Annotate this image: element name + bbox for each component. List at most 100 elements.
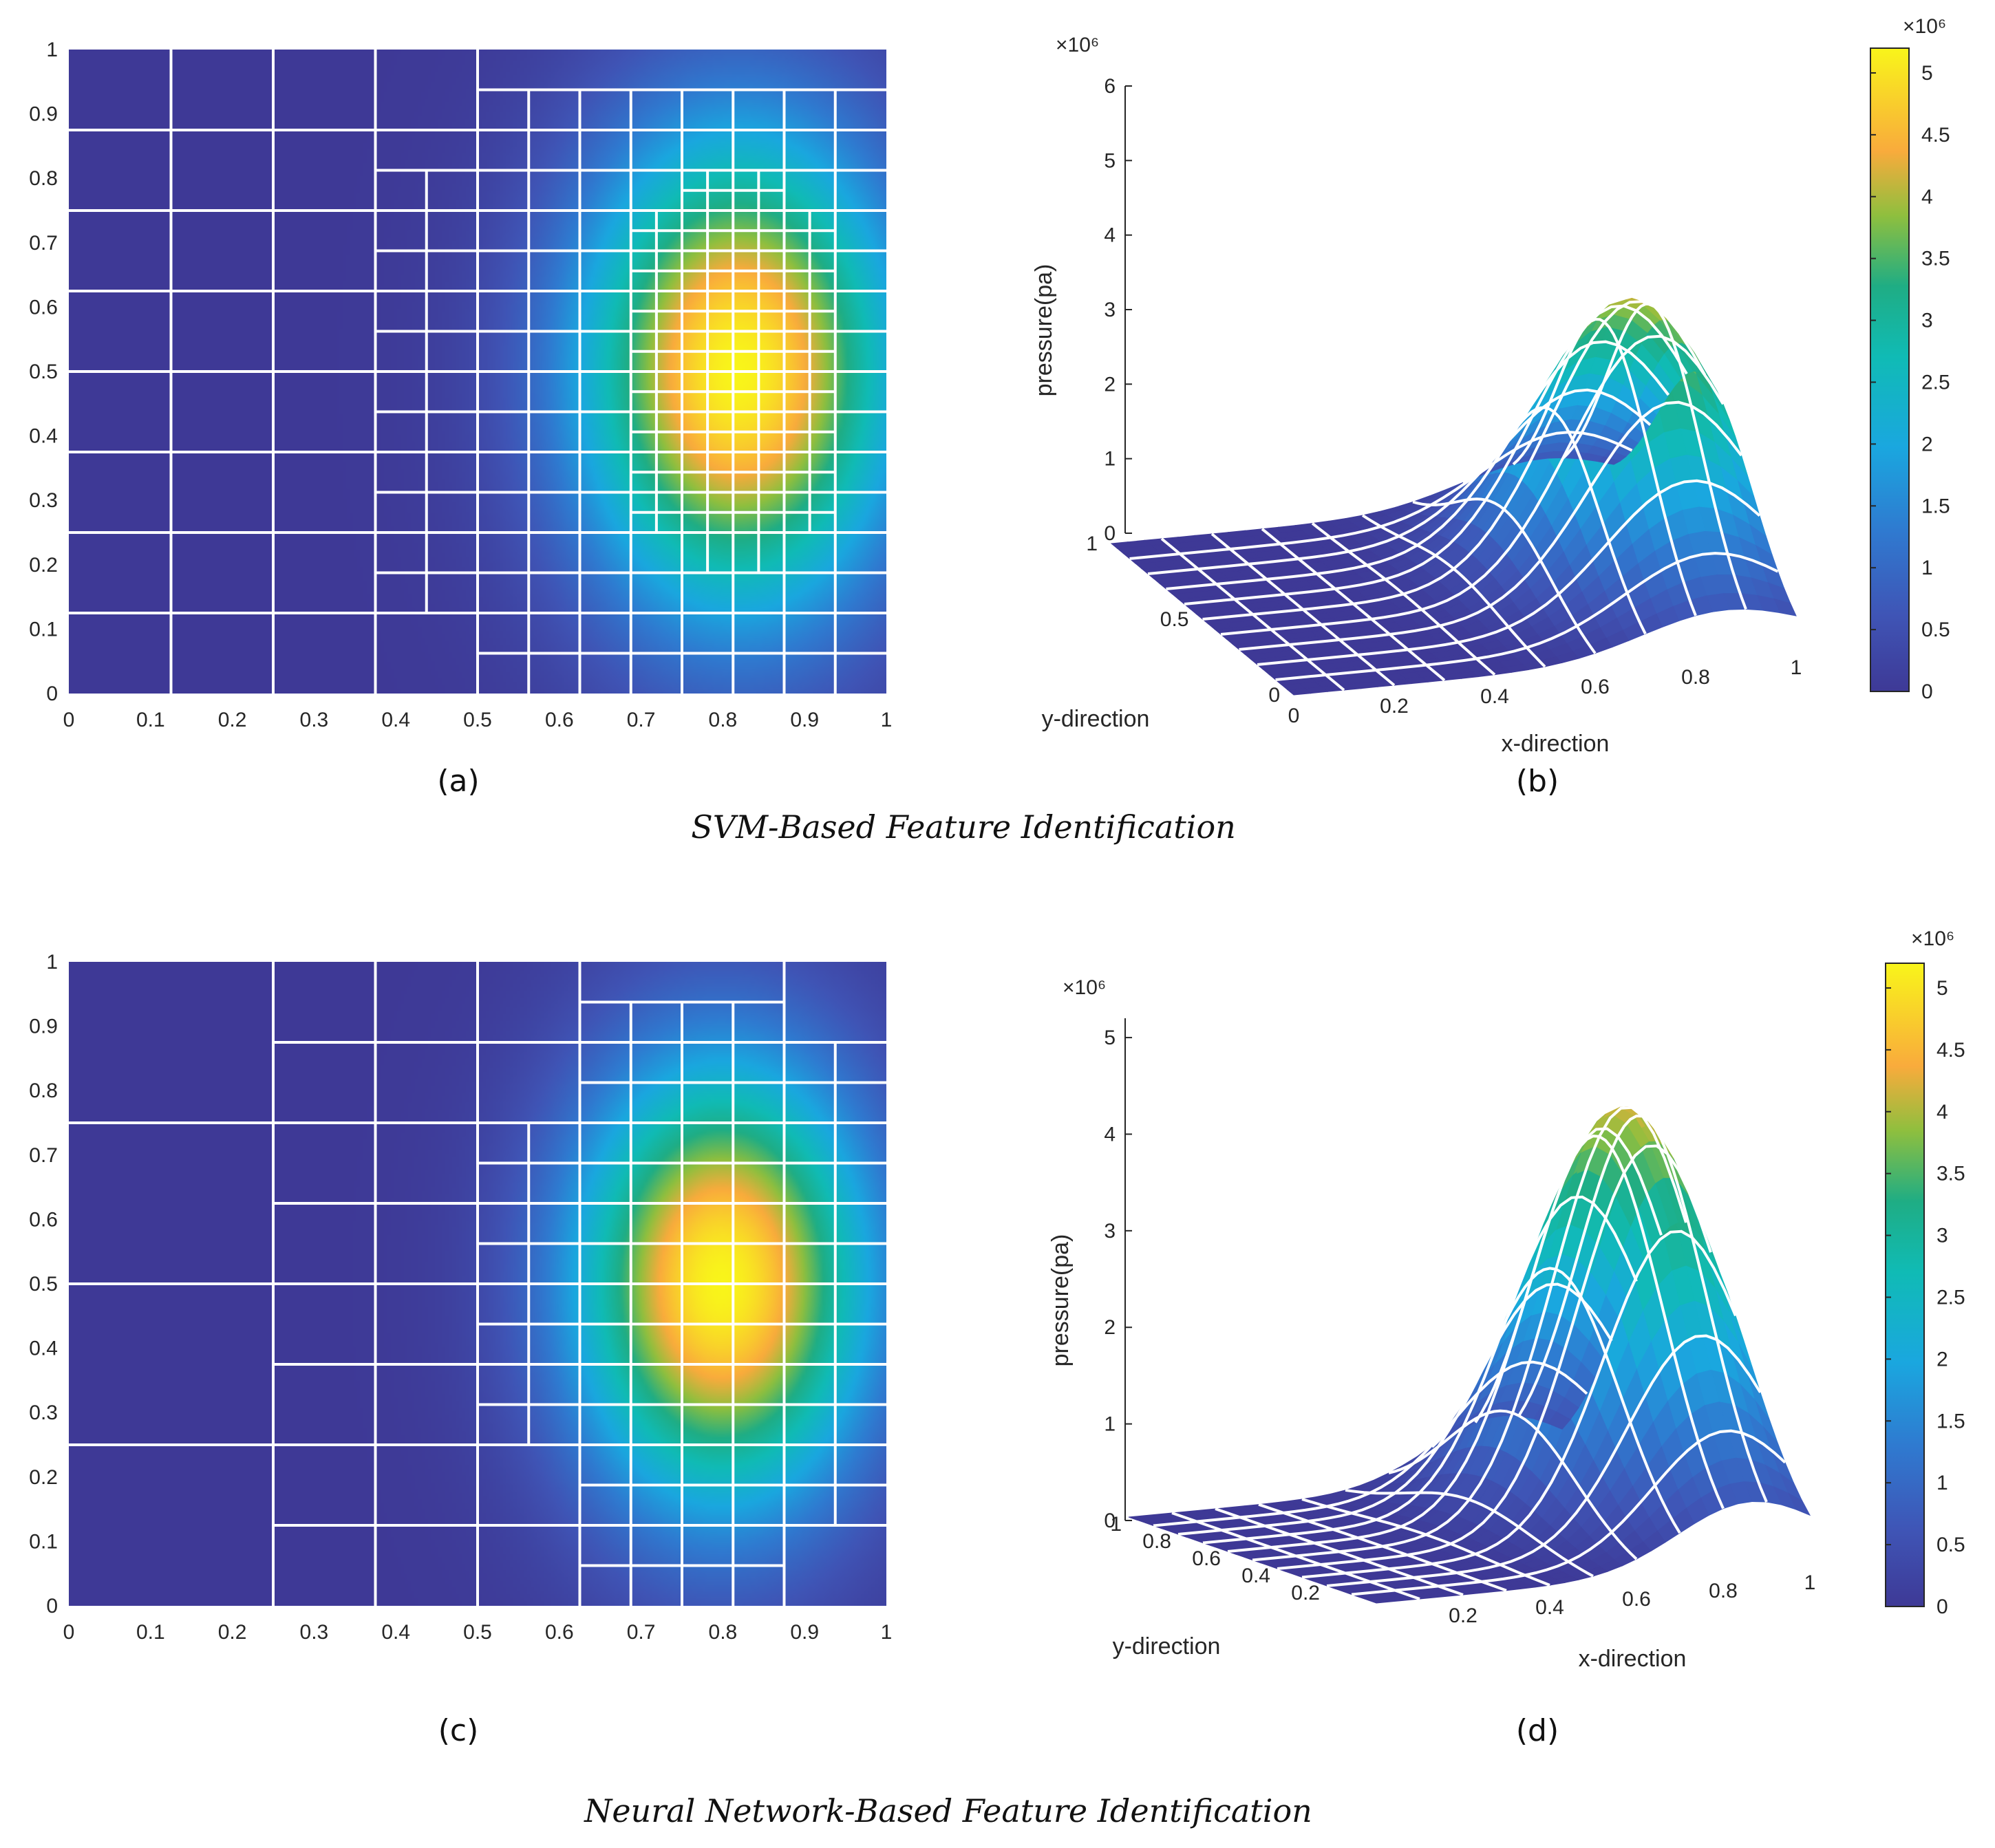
x-tick-label: 0.7 [627,709,656,731]
colorbar-tick-label: 4 [1937,1101,1948,1124]
surface-mesh-line [1147,388,1652,575]
panel-label-d: (d) [1516,1713,1559,1748]
y-tick-label: 0.2 [29,1466,58,1489]
surface-mesh-line [1202,1195,1638,1545]
surface-mesh-line [1153,1360,1588,1527]
xlabel-d: x-direction [1579,1646,1687,1672]
surface-mesh-line [1412,497,1597,654]
colorbar-tick-label: 1.5 [1921,495,1950,517]
x-tick-label: 0.8 [709,1621,738,1644]
surface-mesh-line [1129,431,1633,560]
panel-label-a: (a) [437,764,479,799]
colorbar-tick-label: 5 [1921,62,1933,85]
z-tick-label: 3 [1104,1220,1116,1243]
x-tick-label: 0.4 [1480,685,1509,708]
x-tick-label: 0.2 [1449,1604,1477,1627]
y-tick-label: 1 [46,39,58,61]
colorbar-tick-label: 2.5 [1921,371,1950,394]
colorbar-tick-label: 3.5 [1937,1163,1965,1185]
zlabel-d: pressure(pa) [1047,1234,1074,1367]
colorbar-tick-label: 2 [1921,433,1933,455]
mesh-grid-a [69,50,886,694]
z-tick-label: 4 [1104,1123,1116,1146]
y-tick-label: 0 [46,1595,58,1618]
x-tick-label: 0.3 [300,709,329,731]
y-tick-label: 0.2 [29,554,58,577]
z-tick-label: 6 [1104,75,1116,98]
x-tick-label: 0.9 [790,709,819,731]
zlabel-b: pressure(pa) [1031,264,1057,397]
colorbar-b: 0 0.5 1 1.5 2 2.5 3 3.5 4 4.5 5 [1870,47,1950,703]
colorbar-tick-label: 3.5 [1921,248,1950,270]
colorbar-tick-label: 1.5 [1937,1410,1965,1432]
cb-exponent-b: ×10⁶ [1903,15,1946,38]
z-tick-label: 2 [1104,373,1116,396]
colorbar-gradient [1885,963,1925,1607]
surface-mesh-line [1388,1409,1638,1560]
colorbar-tick-label: 0 [1937,1595,1948,1618]
z-tick-label: 5 [1104,1027,1116,1049]
y-tick-label: 0.7 [29,232,58,255]
x-tick-label: 0 [63,1621,75,1644]
surface-d [1128,1106,1811,1604]
colorbar-d: 0 0.5 1 1.5 2 2.5 3 3.5 4 4.5 5 [1885,963,1965,1618]
y-tick-label: 0.3 [29,489,58,512]
ylabel-b: y-direction [1042,706,1150,732]
y-tick-label: 1 [1086,533,1098,555]
mesh-grid-c [69,962,886,1606]
colorbar-tick-label: 4.5 [1921,124,1950,147]
colorbar-tick-label: 2 [1937,1348,1948,1371]
ylabel-d: y-direction [1113,1633,1221,1659]
z-tick-label: 5 [1104,149,1116,172]
x-tick-label: 0.4 [381,1621,410,1644]
y-tick-label: 0.8 [29,167,58,190]
surface-mesh-line [1166,340,1670,590]
panel-c-heatmap: 0 0.1 0.2 0.3 0.4 0.5 0.6 0.7 0.8 0.9 1 0 0.1 0.2 0.3 0… [29,951,892,1748]
surface-b [1110,297,1797,696]
surface-mesh-line [1562,302,1747,610]
z-exponent-d: ×10⁶ [1063,976,1106,999]
x-tick-label: 0.3 [300,1621,329,1644]
caption-top: SVM-Based Feature Identification [691,808,1236,846]
y-tick-label: 0.3 [29,1401,58,1424]
z-tick-label: 1 [1104,448,1116,471]
y-tick-label: 0.1 [29,1530,58,1553]
y-tick-label: 0.9 [29,103,58,126]
x-tick-label: 0.9 [790,1621,819,1644]
surface-mesh-line [1227,1127,1663,1553]
y-tick-label: 0.1 [29,618,58,641]
colorbar-tick-label: 4.5 [1937,1039,1965,1062]
surface-mesh-line [1184,304,1688,605]
xlabel-b: x-direction [1502,731,1610,757]
z-tick-label: 1 [1104,1413,1116,1436]
x-tick-label: 0.4 [1535,1596,1564,1619]
colorbar-tick-label: 1 [1937,1472,1948,1494]
x-tick-label: 0.6 [1622,1588,1651,1611]
z-tick-label: 2 [1104,1316,1116,1339]
x-tick-label: 0.8 [709,709,738,731]
x-tick-label: 0.6 [545,709,574,731]
colorbar-tick-label: 3 [1937,1225,1948,1247]
y-tick-label: 0.7 [29,1144,58,1167]
x-tick-label: 0.1 [136,1621,165,1644]
colorbar-tick-label: 2.5 [1937,1286,1965,1309]
panel-a-heatmap: 0 0.1 0.2 0.3 0.4 0.5 0.6 0.7 0.8 0.9 1 0 0.1 0.2 0.3 0… [29,39,892,799]
panel-label-c: (c) [438,1713,479,1748]
y-tick-label: 1 [1110,1513,1122,1536]
surface-patch [1128,1515,1152,1521]
y-tick-label: 0.5 [29,1273,58,1296]
surface-mesh-line [1345,1488,1594,1578]
x-tick-label: 1 [1791,656,1802,679]
surface-mesh-line [1177,1282,1613,1536]
x-tick-label: 1 [881,1621,893,1644]
x-tick-label: 0.2 [1380,695,1409,718]
surface-mesh-line [1474,1135,1725,1509]
y-tick-label: 0.9 [29,1016,58,1038]
surface-patch [1110,541,1135,549]
x-tick-label: 0.8 [1681,666,1710,689]
x-tick-label: 0.8 [1709,1580,1738,1602]
x-tick-label: 0.6 [1581,676,1610,698]
